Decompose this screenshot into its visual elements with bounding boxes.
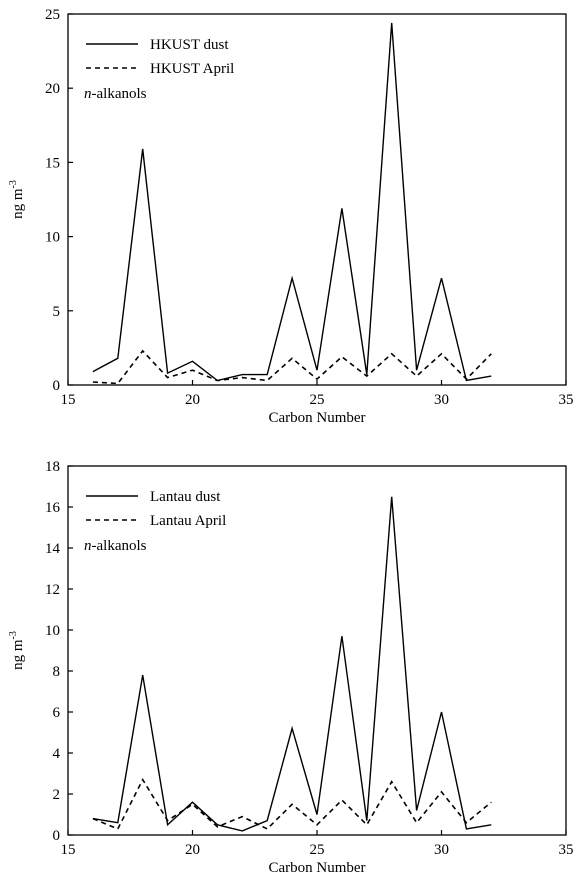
y-tick-label: 25 — [45, 7, 60, 23]
chart-bottom: 0 2 4 6 8 10 12 14 16 18 15 20 25 30 35 Carbon Number ng… — [8, 459, 574, 876]
x-tick-label: 35 — [559, 842, 574, 858]
y-tick-label: 14 — [45, 541, 61, 557]
annotation-label: n-alkanols — [84, 86, 147, 102]
x-tick-label: 35 — [559, 392, 574, 408]
x-axis-label: Carbon Number — [268, 860, 365, 876]
y-tick-label: 20 — [45, 81, 60, 97]
y-tick-label: 5 — [53, 304, 61, 320]
series-line-dashed — [92, 777, 492, 830]
x-tick-label: 15 — [61, 392, 76, 408]
y-tick-label: 4 — [53, 746, 61, 762]
y-axis-label-superscript: -3 — [8, 180, 19, 188]
y-axis-label-text: ng m — [10, 639, 26, 670]
x-axis-label: Carbon Number — [268, 410, 365, 426]
annotation-label: n-alkanols — [84, 538, 147, 554]
y-tick-label: 0 — [53, 378, 61, 394]
x-tick-label: 15 — [61, 842, 76, 858]
chart-top: 0 5 10 15 20 25 15 20 25 30 35 Carbon Number ng m-3 H… — [8, 7, 574, 426]
x-tick-label: 30 — [434, 392, 449, 408]
y-tick-label: 8 — [53, 664, 61, 680]
y-axis-label-superscript: -3 — [8, 631, 19, 639]
series-line-dashed — [92, 349, 492, 385]
y-tick-label: 2 — [53, 787, 61, 803]
legend-label: HKUST April — [150, 61, 234, 77]
y-tick-label: 6 — [53, 705, 61, 721]
annotation-rest: -alkanols — [92, 86, 147, 102]
annotation-italic: n — [84, 86, 92, 102]
x-tick-label: 20 — [185, 392, 200, 408]
x-tick-label: 20 — [185, 842, 200, 858]
series-line-solid — [92, 22, 492, 382]
y-axis-label: ng m-3 — [8, 631, 26, 670]
y-tick-label: 15 — [45, 155, 60, 171]
y-tick-label: 10 — [45, 230, 60, 246]
x-tick-label: 25 — [310, 842, 325, 858]
y-tick-label: 0 — [53, 828, 61, 844]
y-tick-label: 18 — [45, 459, 60, 475]
series-line-solid — [92, 496, 492, 832]
y-tick-label: 12 — [45, 582, 60, 598]
annotation-italic: n — [84, 538, 92, 554]
legend-label: Lantau dust — [150, 489, 221, 505]
y-tick-label: 16 — [45, 500, 61, 516]
y-axis-label: ng m-3 — [8, 180, 26, 219]
annotation-rest: -alkanols — [92, 538, 147, 554]
legend-label: HKUST dust — [150, 37, 229, 53]
x-tick-label: 25 — [310, 392, 325, 408]
y-tick-label: 10 — [45, 623, 60, 639]
x-tick-label: 30 — [434, 842, 449, 858]
plot-frame — [67, 13, 567, 386]
legend-label: Lantau April — [150, 513, 226, 529]
y-axis-label-text: ng m — [10, 188, 26, 219]
